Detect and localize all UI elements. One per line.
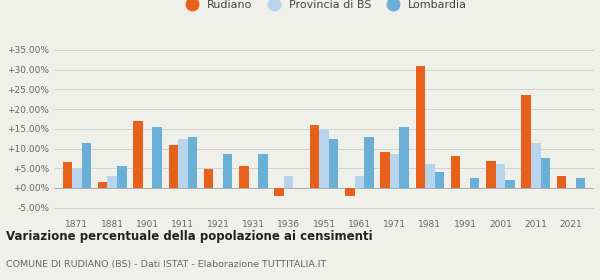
Bar xyxy=(169,144,178,188)
Bar xyxy=(355,176,364,188)
Bar xyxy=(274,188,284,196)
Bar xyxy=(364,137,374,188)
Bar xyxy=(258,155,268,188)
Bar xyxy=(310,125,319,188)
Bar xyxy=(329,139,338,188)
Bar xyxy=(486,161,496,188)
Bar xyxy=(188,137,197,188)
Bar xyxy=(319,129,329,188)
Bar xyxy=(390,155,400,188)
Bar xyxy=(178,139,188,188)
Bar xyxy=(434,172,444,188)
Text: COMUNE DI RUDIANO (BS) - Dati ISTAT - Elaborazione TUTTITALIA.IT: COMUNE DI RUDIANO (BS) - Dati ISTAT - El… xyxy=(6,260,326,269)
Bar xyxy=(107,176,117,188)
Bar xyxy=(133,121,143,188)
Bar xyxy=(72,168,82,188)
Legend: Rudiano, Provincia di BS, Lombardia: Rudiano, Provincia di BS, Lombardia xyxy=(177,0,471,14)
Bar xyxy=(62,162,72,188)
Bar xyxy=(152,127,162,188)
Bar xyxy=(223,155,232,188)
Bar xyxy=(380,153,390,188)
Bar xyxy=(204,169,214,188)
Bar xyxy=(541,158,550,188)
Bar xyxy=(400,127,409,188)
Bar xyxy=(470,178,479,188)
Text: Variazione percentuale della popolazione ai censimenti: Variazione percentuale della popolazione… xyxy=(6,230,373,242)
Bar xyxy=(82,143,91,188)
Bar xyxy=(557,176,566,188)
Bar xyxy=(416,66,425,188)
Bar xyxy=(117,166,127,188)
Bar xyxy=(505,180,515,188)
Bar xyxy=(451,157,460,188)
Bar xyxy=(576,178,586,188)
Bar xyxy=(531,143,541,188)
Bar xyxy=(239,166,248,188)
Bar xyxy=(521,95,531,188)
Bar xyxy=(284,176,293,188)
Bar xyxy=(98,182,107,188)
Bar xyxy=(425,164,434,188)
Bar xyxy=(496,164,505,188)
Bar xyxy=(345,188,355,196)
